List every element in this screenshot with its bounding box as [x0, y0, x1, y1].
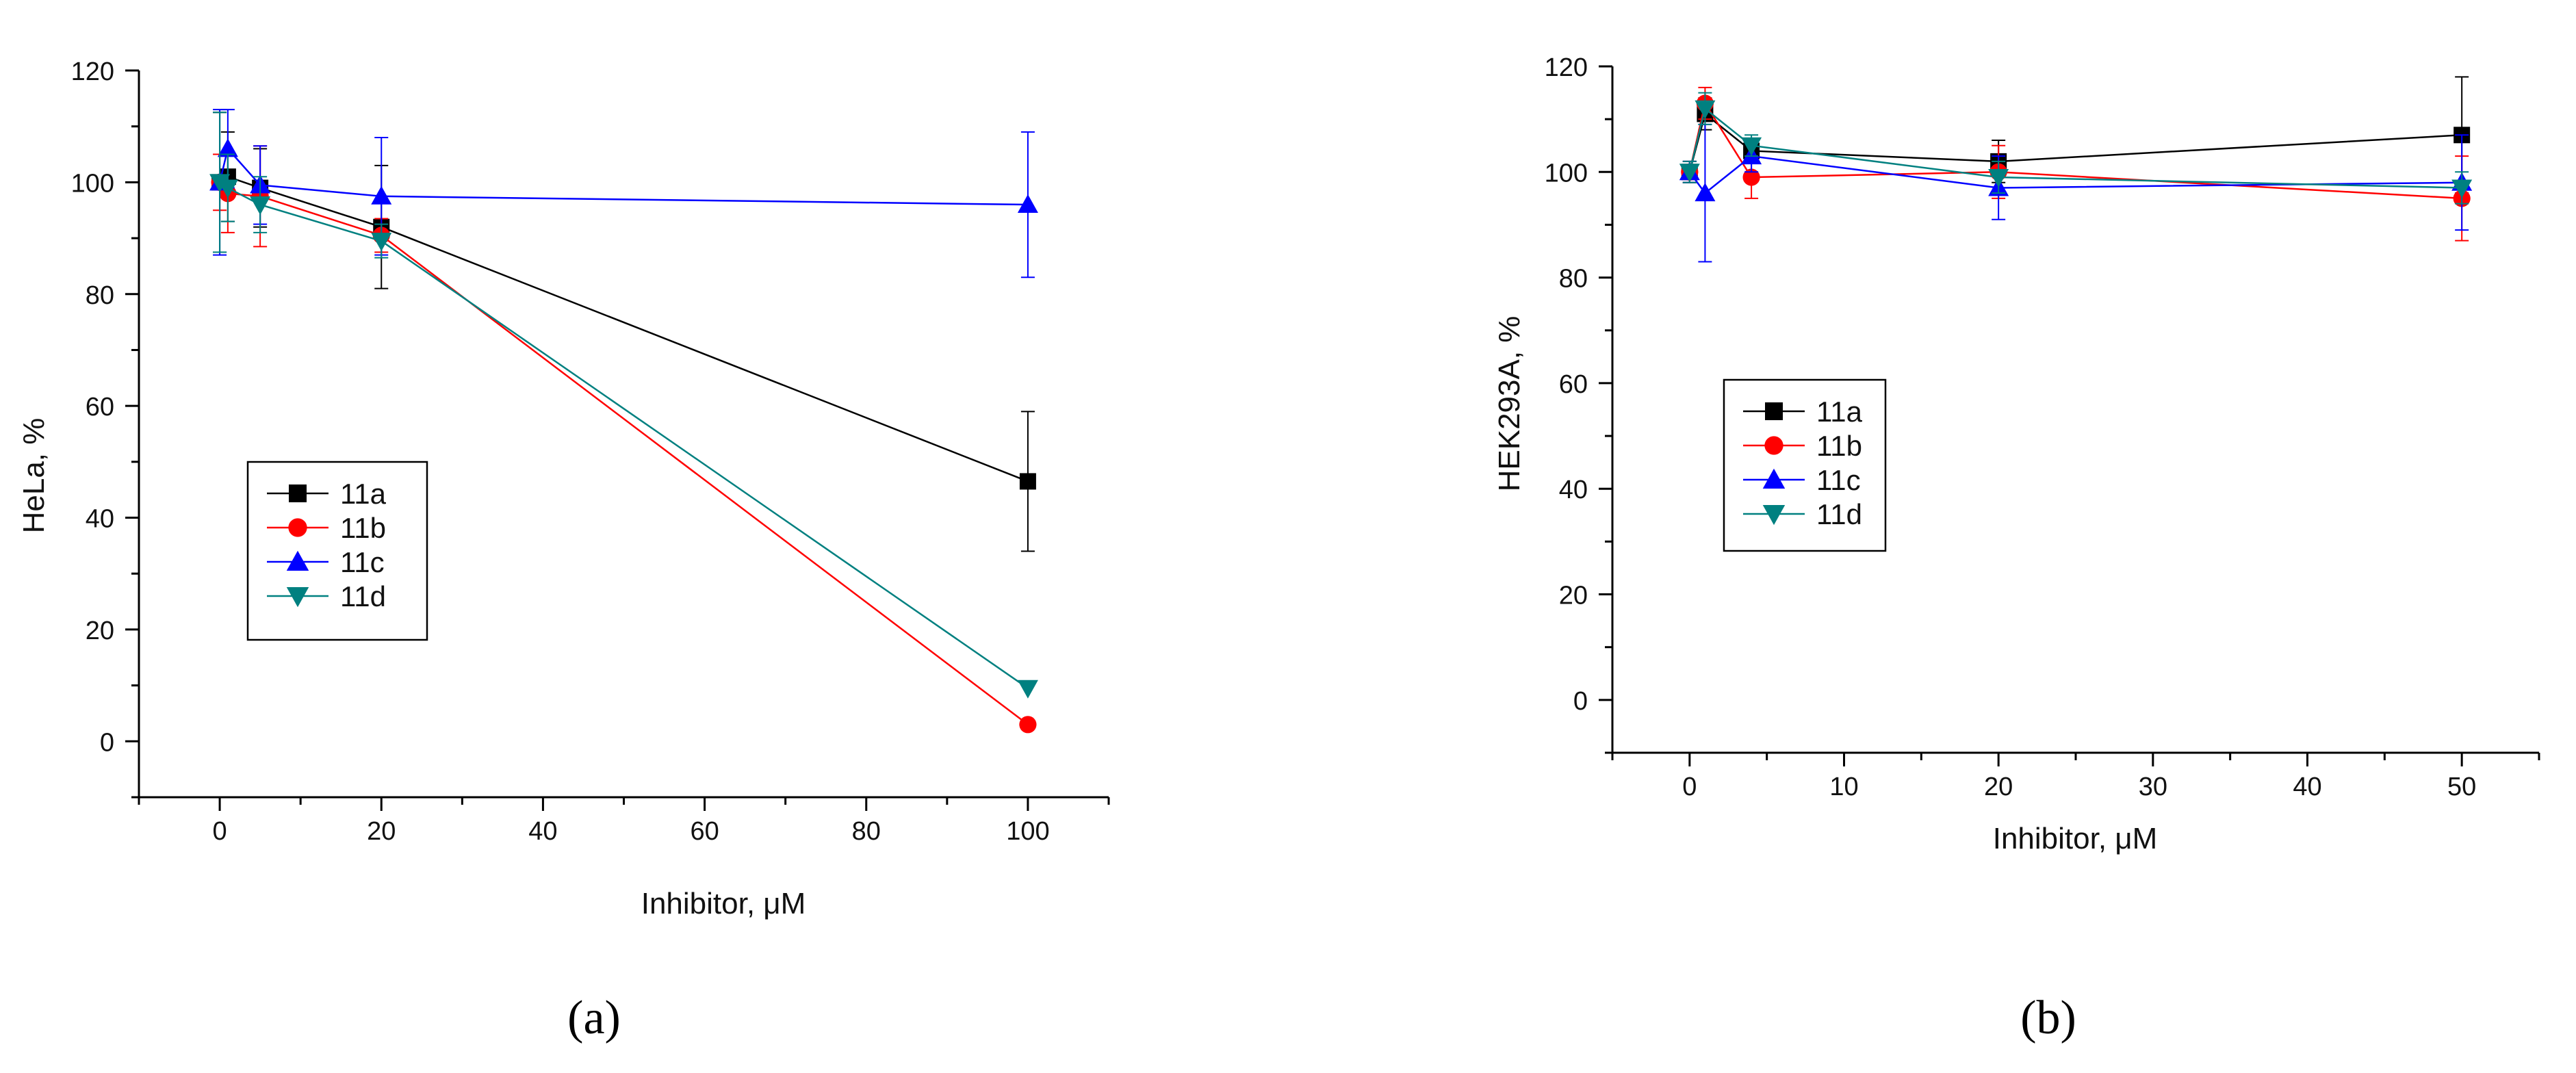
data-point-11b — [1742, 168, 1760, 186]
x-tick-label: 30 — [2139, 773, 2167, 801]
data-point-11c — [217, 138, 238, 157]
data-point-11d — [1988, 169, 2009, 188]
data-point-11d — [1679, 164, 1700, 183]
data-point-11b — [1019, 716, 1037, 734]
series-11d — [209, 112, 1038, 699]
x-tick-label: 0 — [213, 817, 227, 846]
series-line-11c — [1688, 155, 2462, 194]
y-tick-label: 80 — [86, 281, 114, 310]
series-11b — [1681, 86, 2471, 242]
chart-panel-a: 0 20 40 60 80 100 120 0 20 40 60 80 100 HeLa, % Inhi… — [17, 57, 1110, 1044]
legend-label: 11b — [340, 512, 386, 544]
x-tick-label: 40 — [528, 817, 557, 846]
legend-label: 11a — [340, 478, 387, 510]
legend-label: 11d — [340, 580, 386, 612]
panel-b-label: (b) — [2020, 992, 2076, 1044]
x-tick-label: 40 — [2293, 773, 2321, 801]
y-tick-label: 60 — [1559, 370, 1588, 399]
data-point-11d — [371, 233, 392, 252]
y-tick-label: 120 — [71, 57, 114, 86]
series-line-11c — [218, 146, 1028, 206]
series-11b — [211, 145, 1037, 734]
panel-a-label: (a) — [567, 992, 621, 1044]
data-point-11d — [250, 196, 271, 216]
legend-item-11c: 11c — [267, 546, 385, 578]
series-11c — [209, 109, 1038, 279]
panel-a-y-axis-label: HeLa, % — [17, 418, 51, 534]
data-point-11c — [1695, 183, 1716, 202]
panel-a-x-axis-label: Inhibitor, μM — [641, 887, 806, 920]
data-point-11c — [1017, 194, 1038, 214]
legend-marker-11a — [289, 484, 307, 502]
panel-b-x-axis-label: Inhibitor, μM — [1993, 822, 2158, 855]
panel-b-plot-area — [1679, 76, 2473, 263]
y-tick-label: 20 — [1559, 582, 1588, 610]
data-point-11d — [1017, 680, 1038, 699]
legend-label: 11d — [1816, 498, 1862, 530]
data-point-11a — [1019, 473, 1036, 490]
chart-panel-b: 0 20 40 60 80 100 120 0 10 20 30 40 50 HEK293A, % In… — [1493, 53, 2540, 1044]
x-tick-label: 0 — [1682, 773, 1697, 801]
y-tick-label: 120 — [1545, 53, 1588, 82]
y-tick-label: 0 — [1573, 687, 1588, 716]
y-tick-label: 40 — [86, 505, 114, 534]
data-point-11d — [2451, 179, 2473, 198]
series-line-11b — [219, 181, 1029, 725]
data-point-11d — [1695, 100, 1716, 119]
series-11d — [1679, 92, 2473, 205]
legend-item-11d: 11d — [1743, 498, 1862, 530]
legend-item-11a: 11a — [267, 478, 387, 510]
x-tick-label: 10 — [1829, 773, 1858, 801]
data-point-11d — [1741, 137, 1762, 156]
panel-b-ticks: 0 20 40 60 80 100 120 0 10 20 30 40 50 — [1545, 53, 2540, 801]
legend-label: 11c — [1816, 464, 1861, 496]
x-tick-label: 50 — [2447, 773, 2476, 801]
x-tick-label: 60 — [690, 817, 719, 846]
legend-marker-11a — [1765, 402, 1783, 420]
legend-label: 11c — [340, 546, 385, 578]
legend-marker-11d — [286, 587, 309, 608]
legend-marker-11c — [286, 550, 309, 571]
legend-marker-11c — [1762, 468, 1786, 489]
legend-label: 11b — [1816, 430, 1862, 462]
legend-marker-11b — [1764, 436, 1783, 455]
y-tick-label: 20 — [86, 617, 114, 645]
legend-item-11b: 11b — [267, 512, 386, 544]
panel-a-ticks: 0 20 40 60 80 100 120 0 20 40 60 80 100 — [71, 57, 1110, 846]
legend-item-11a: 11a — [1743, 396, 1863, 428]
series-11c — [1679, 123, 2473, 263]
legend-box — [1723, 378, 1887, 552]
data-point-11c — [371, 185, 392, 205]
y-tick-label: 40 — [1559, 476, 1588, 504]
legend-label: 11a — [1816, 396, 1863, 428]
panel-b-y-axis-label: HEK293A, % — [1493, 316, 1526, 492]
x-tick-label: 80 — [852, 817, 881, 846]
legend-item-11d: 11d — [267, 580, 386, 612]
x-tick-label: 20 — [1984, 773, 2013, 801]
y-tick-label: 80 — [1559, 265, 1588, 294]
legend-item-11c: 11c — [1743, 464, 1861, 496]
legend-box — [246, 461, 428, 641]
legend-item-11b: 11b — [1743, 430, 1862, 462]
y-tick-label: 60 — [86, 393, 114, 422]
legend-marker-11d — [1762, 505, 1786, 526]
x-tick-label: 100 — [1006, 817, 1049, 846]
y-tick-label: 100 — [71, 169, 114, 198]
legend-marker-11b — [288, 518, 307, 537]
y-tick-label: 100 — [1545, 159, 1588, 188]
panel-a-plot-area — [209, 109, 1038, 734]
data-point-11d — [217, 179, 238, 198]
y-tick-label: 0 — [100, 728, 114, 757]
x-tick-label: 20 — [367, 817, 396, 846]
